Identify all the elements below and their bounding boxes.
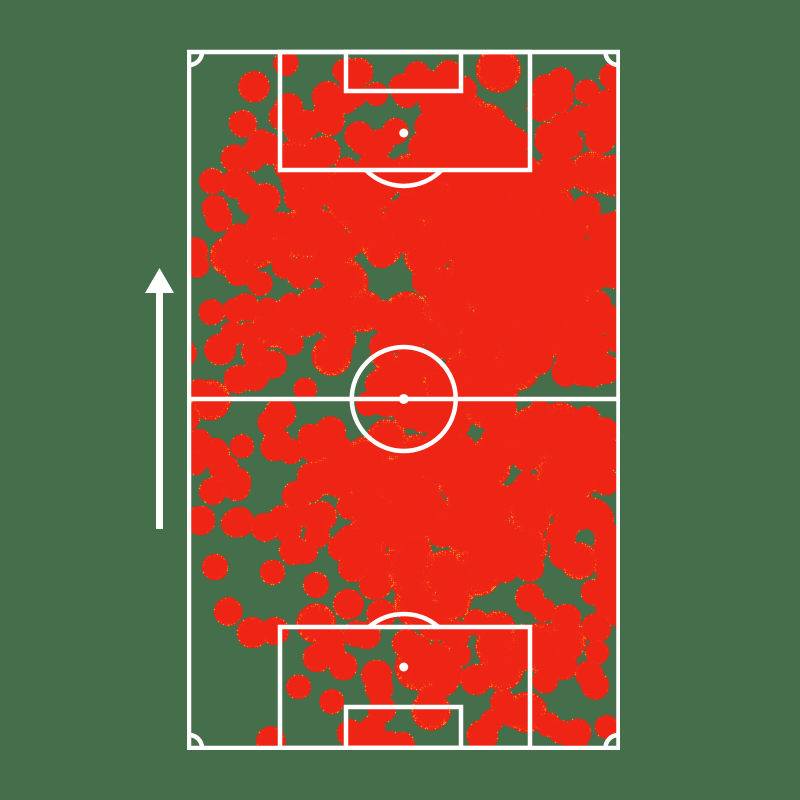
penalty-arc-top bbox=[364, 168, 444, 189]
penalty-spot-top bbox=[399, 128, 409, 138]
corner-arc-top-right bbox=[603, 51, 619, 68]
goal-area-bottom bbox=[343, 704, 464, 750]
arrow-shape bbox=[145, 268, 174, 529]
penalty-area-bottom bbox=[277, 624, 533, 750]
center-spot bbox=[398, 394, 409, 404]
penalty-area-top bbox=[277, 49, 533, 173]
direction-of-play-arrow-icon bbox=[145, 268, 174, 529]
penalty-spot-bottom bbox=[399, 662, 409, 672]
penalty-arc-bottom bbox=[367, 611, 441, 629]
center-circle bbox=[349, 344, 458, 454]
goal-area-top bbox=[343, 49, 464, 94]
pitch-lines bbox=[187, 49, 620, 750]
corner-arc-top-left bbox=[188, 51, 205, 68]
football-pitch bbox=[187, 48, 620, 750]
corner-arc-bottom-left bbox=[188, 732, 205, 749]
corner-arc-bottom-right bbox=[603, 732, 619, 749]
